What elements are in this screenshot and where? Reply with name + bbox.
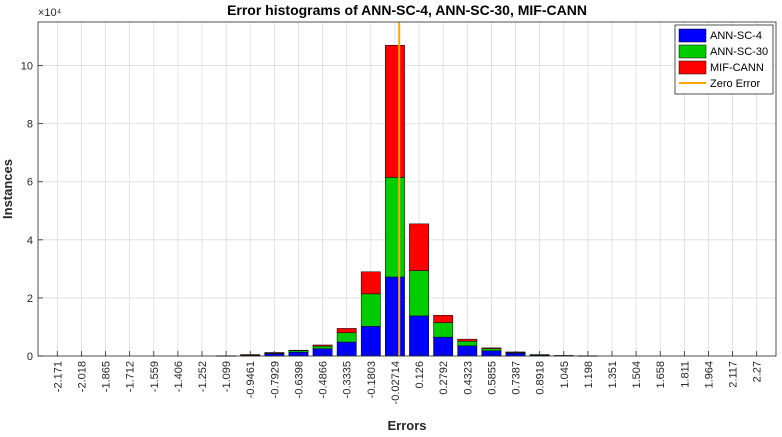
legend-label-ann-sc-30: ANN-SC-30 bbox=[710, 46, 768, 58]
x-tick-label: -0.6398 bbox=[293, 361, 305, 398]
bar-mif-cann-15 bbox=[409, 223, 429, 271]
legend-label-ann-sc-4: ANN-SC-4 bbox=[710, 30, 762, 42]
bar-ann-sc-30-12 bbox=[336, 332, 357, 343]
y-exponent-label: ×10⁴ bbox=[38, 7, 62, 19]
x-tick-label: 0.2792 bbox=[438, 361, 450, 395]
bar-ann-sc-30-14 bbox=[385, 177, 405, 278]
legend-label-zero-error: Zero Error bbox=[710, 78, 760, 90]
x-tick-label: 0.8918 bbox=[535, 361, 547, 395]
x-tick-label: -2.018 bbox=[76, 361, 88, 392]
bar-ann-sc-30-13 bbox=[360, 293, 381, 327]
x-tick-label: 1.045 bbox=[559, 361, 571, 389]
x-tick-label: 1.351 bbox=[607, 361, 619, 389]
x-tick-label: -1.099 bbox=[221, 361, 233, 392]
x-tick-label: 2.27 bbox=[752, 361, 764, 382]
bar-mif-cann-14 bbox=[385, 44, 405, 178]
bar-ann-sc-4-14 bbox=[385, 276, 405, 357]
x-tick-label: -0.9461 bbox=[245, 361, 257, 398]
x-tick-label: -1.406 bbox=[173, 361, 185, 392]
bar-ann-sc-4-15 bbox=[409, 315, 429, 357]
x-tick-label: -1.252 bbox=[197, 361, 209, 392]
bar-mif-cann-13 bbox=[360, 271, 381, 295]
bar-mif-cann-10 bbox=[288, 349, 309, 352]
x-tick-label: 1.658 bbox=[655, 361, 667, 389]
x-tick-label: 1.504 bbox=[631, 361, 643, 389]
legend-swatch-mif-cann bbox=[678, 60, 707, 75]
bar-mif-cann-12 bbox=[336, 328, 357, 334]
bar-ann-sc-30-15 bbox=[409, 270, 429, 317]
bar-mif-cann-18 bbox=[481, 347, 502, 349]
bar-ann-sc-30-16 bbox=[433, 322, 454, 338]
x-tick-label: 1.198 bbox=[583, 361, 595, 389]
bar-mif-cann-17 bbox=[457, 338, 478, 342]
y-tick-labels: 0 2 4 6 8 10 bbox=[21, 61, 43, 363]
bar-mif-cann-11 bbox=[312, 344, 333, 347]
y-tick-label: 8 bbox=[27, 119, 33, 131]
bar-ann-sc-30-17 bbox=[457, 340, 478, 347]
x-tick-label: 0.126 bbox=[414, 361, 426, 389]
y-tick-label: 2 bbox=[27, 293, 33, 305]
x-tick-label: -0.4866 bbox=[318, 361, 330, 398]
y-tick-label: 10 bbox=[21, 61, 33, 73]
x-tick-label: -0.7929 bbox=[269, 361, 281, 398]
y-axis-label: Instances bbox=[0, 159, 15, 219]
plot-background bbox=[38, 22, 776, 356]
chart-title: Error histograms of ANN-SC-4, ANN-SC-30,… bbox=[227, 2, 587, 18]
y-tick-label: 6 bbox=[27, 177, 33, 189]
plot-frame bbox=[37, 21, 777, 357]
x-tick-label: 0.4323 bbox=[462, 361, 474, 395]
y-tick-label: 0 bbox=[27, 351, 33, 363]
x-tick-label: -2.171 bbox=[52, 361, 64, 392]
x-tick-label: -0.3335 bbox=[342, 361, 354, 398]
legend-label-mif-cann: MIF-CANN bbox=[710, 62, 764, 74]
x-tick-label: 1.811 bbox=[679, 361, 691, 388]
x-tick-label: -0.1803 bbox=[366, 361, 378, 398]
x-axis-label: Errors bbox=[387, 418, 426, 433]
bar-ann-sc-30-18 bbox=[481, 348, 502, 352]
x-tick-label: 0.5855 bbox=[486, 361, 498, 395]
x-tick-label: -1.865 bbox=[101, 361, 113, 392]
legend-swatch-ann-sc-4 bbox=[678, 28, 707, 43]
x-tick-label: 0.7387 bbox=[511, 361, 523, 395]
bar-mif-cann-16 bbox=[433, 315, 454, 323]
x-tick-label: 1.964 bbox=[703, 361, 715, 389]
x-tick-label: -1.559 bbox=[149, 361, 161, 392]
x-tick-label: -0.02714 bbox=[390, 361, 402, 404]
bar-ann-sc-30-11 bbox=[312, 345, 333, 349]
grid bbox=[38, 22, 776, 357]
legend: ANN-SC-4 ANN-SC-30 MIF-CANN Zero Error bbox=[674, 24, 774, 95]
x-tick-label: -1.712 bbox=[125, 361, 137, 392]
y-tick-label: 4 bbox=[27, 235, 33, 247]
x-tick-label: 2.117 bbox=[728, 361, 740, 388]
legend-swatch-ann-sc-30 bbox=[678, 44, 707, 59]
x-tick-labels: -2.171 -2.018 -1.865 -1.712 -1.559 -1.406 -1.2… bbox=[52, 351, 764, 404]
